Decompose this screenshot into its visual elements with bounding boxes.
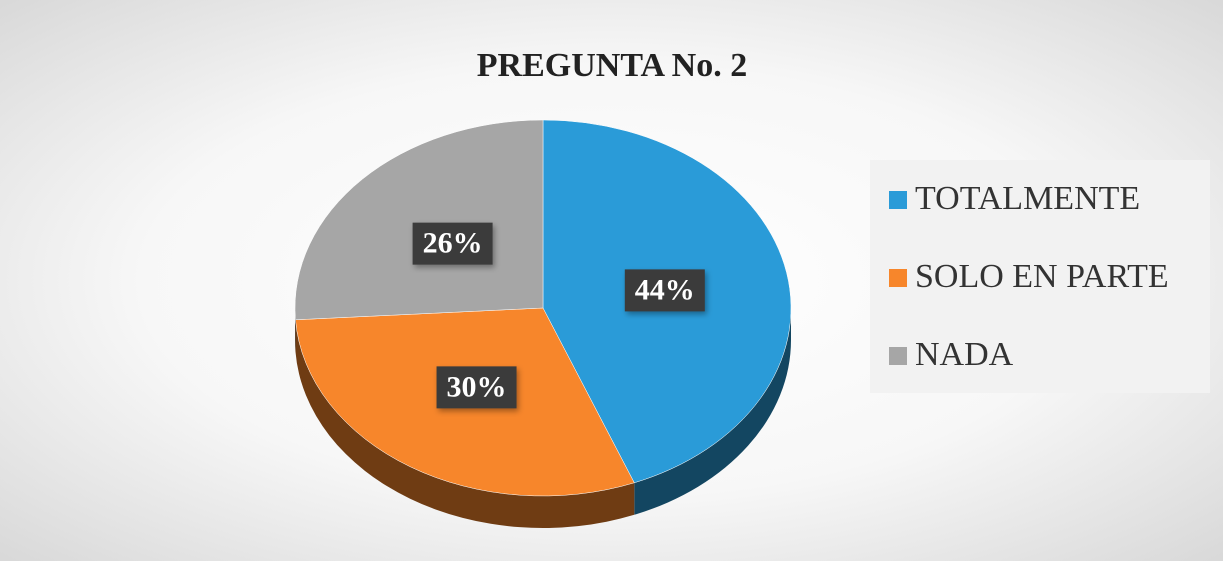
legend-box: [870, 160, 1210, 393]
data-label-box: [436, 366, 517, 409]
data-label-text: 26%: [423, 227, 483, 260]
data-label-text: 44%: [635, 273, 695, 306]
legend-swatch: [889, 347, 907, 365]
slice: [294, 119, 544, 321]
data-label-text: 30%: [447, 370, 507, 403]
legend-label: TOTALMENTE: [915, 180, 1140, 217]
chart-title: PREGUNTA No. 2: [477, 47, 747, 84]
data-label: 44%: [624, 269, 705, 312]
slice-side: [634, 308, 791, 515]
data-label: 30%: [436, 366, 517, 409]
legend-label: NADA: [915, 336, 1014, 373]
legend-swatch: [889, 191, 907, 209]
legend-swatch: [889, 269, 907, 287]
legend-label: SOLO EN PARTE: [915, 258, 1169, 295]
slice-side: [295, 319, 635, 528]
data-label: 26%: [412, 222, 493, 265]
data-label-box: [624, 269, 705, 312]
data-label-box: [412, 222, 493, 265]
